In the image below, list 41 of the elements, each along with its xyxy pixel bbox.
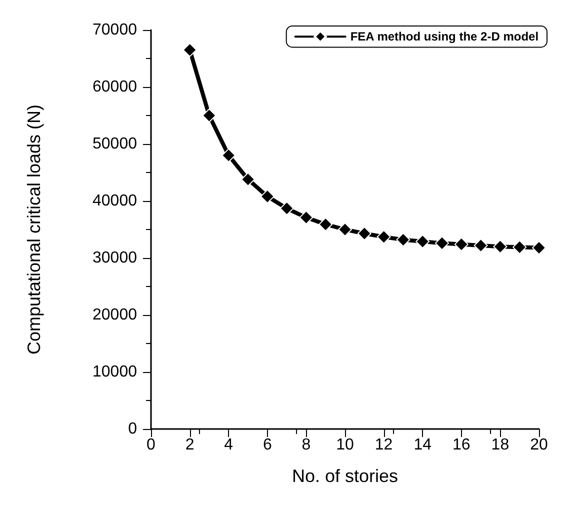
x-tick-label: 14: [414, 436, 432, 454]
x-tick-label: 4: [224, 436, 234, 454]
x-tick-label: 18: [491, 436, 510, 454]
point: [512, 240, 527, 254]
y-tick-label: 60000: [92, 78, 138, 96]
point: [435, 236, 449, 250]
x-tick-label: 16: [452, 436, 470, 454]
y-tick-label: 30000: [92, 250, 138, 266]
y-tick-label: 70000: [92, 22, 138, 38]
point: [299, 210, 314, 225]
point: [280, 201, 294, 216]
x-tick-label: 12: [374, 436, 393, 454]
point: [376, 230, 391, 244]
x-tick-label: 2: [185, 436, 194, 454]
point: [318, 217, 333, 232]
y-tick-label: 10000: [92, 364, 138, 380]
x-tick-label: 0: [146, 436, 156, 454]
point: [532, 240, 546, 255]
legend-label: FEA method using the 2-D model: [350, 30, 539, 44]
x-tick-label: 10: [336, 436, 354, 454]
point: [396, 232, 410, 247]
y-axis-title: Computational critical loads (N): [24, 104, 44, 355]
point: [357, 226, 372, 240]
y-tick-label: 20000: [92, 306, 138, 324]
y-tick-label: 40000: [92, 192, 138, 210]
y-tick-label: 0: [128, 420, 138, 438]
point: [241, 172, 255, 186]
point: [260, 189, 274, 204]
x-tick-label: 8: [302, 436, 311, 454]
point: [454, 237, 468, 252]
y-tick-label: 50000: [92, 136, 138, 152]
point: [493, 240, 508, 254]
point: [338, 222, 352, 236]
point: [202, 108, 216, 122]
x-tick-label: 20: [530, 436, 548, 454]
point: [474, 238, 488, 252]
x-tick-label: 6: [262, 436, 272, 454]
x-axis-title: No. of stories: [292, 466, 398, 486]
point: [416, 234, 430, 248]
point: [222, 148, 236, 162]
point: [182, 42, 197, 57]
